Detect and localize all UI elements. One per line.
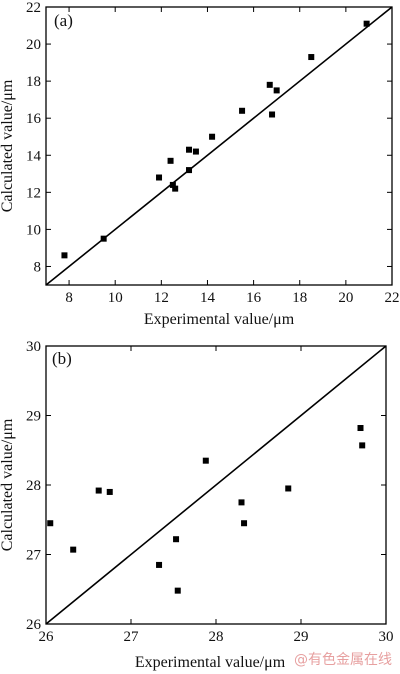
y-tick-label: 30 [26, 339, 41, 355]
data-point [241, 520, 248, 527]
data-point [100, 235, 107, 242]
points-b [47, 425, 366, 594]
data-point [363, 20, 370, 27]
x-tick-label: 16 [246, 290, 262, 306]
ticks-b: 26 27 28 29 30 26 27 28 29 30 [26, 339, 394, 645]
data-point [174, 587, 181, 594]
data-point [167, 157, 174, 164]
data-point [239, 107, 246, 114]
data-point [308, 54, 315, 61]
data-point [186, 167, 193, 174]
y-tick-label: 12 [26, 185, 41, 201]
data-point [172, 185, 179, 192]
data-point [209, 133, 216, 140]
x-tick-label: 14 [200, 290, 216, 306]
data-point [106, 488, 113, 495]
y-tick-label: 16 [26, 111, 42, 127]
y-tick-label: 26 [26, 617, 42, 633]
x-tick-label: 30 [379, 629, 394, 645]
x-axis-label-b: Experimental value/μm [135, 654, 286, 671]
y-tick-label: 10 [26, 222, 41, 238]
reference-line-a [45, 6, 393, 286]
data-point [269, 111, 276, 118]
y-tick-label: 18 [26, 74, 41, 90]
y-tick-label: 27 [26, 548, 42, 564]
data-point [285, 485, 292, 492]
data-point [156, 561, 163, 568]
panel-label-b: (b) [52, 349, 72, 368]
data-point [186, 146, 193, 153]
panel-a: 8 10 12 14 16 18 20 22 8 10 12 14 16 18 20 22 (a) Exper… [0, 0, 400, 328]
y-tick-label: 8 [34, 259, 42, 275]
plot-frame-a [45, 6, 393, 286]
x-tick-label: 28 [209, 629, 224, 645]
data-point [169, 181, 176, 188]
data-point [47, 520, 54, 527]
points-a [61, 20, 370, 259]
x-axis-label-a: Experimental value/μm [144, 311, 295, 328]
y-axis-label-a: Calculated value/μm [0, 79, 16, 212]
data-point [70, 546, 77, 553]
data-point [192, 148, 199, 155]
panel-label-a: (a) [54, 11, 73, 30]
y-tick-label: 28 [26, 478, 41, 494]
y-tick-label: 14 [26, 148, 42, 164]
data-point [173, 536, 180, 543]
ticks-a: 8 10 12 14 16 18 20 22 8 10 12 14 16 18 20 22 [26, 0, 400, 306]
panel-b: 26 27 28 29 30 26 27 28 29 30 (b) Experimental va… [0, 339, 394, 671]
data-point [95, 487, 102, 494]
x-tick-label: 22 [385, 290, 400, 306]
watermark: @有色金属在线 [294, 651, 392, 668]
x-tick-label: 10 [108, 290, 123, 306]
y-tick-label: 20 [26, 37, 41, 53]
y-axis-label-b: Calculated value/μm [0, 418, 16, 551]
x-tick-label: 12 [154, 290, 169, 306]
data-point [273, 87, 280, 94]
data-point [238, 499, 245, 506]
x-tick-label: 20 [338, 290, 353, 306]
x-tick-label: 29 [294, 629, 309, 645]
data-point [202, 457, 209, 464]
data-point [61, 252, 68, 259]
data-point [357, 425, 364, 432]
data-point [156, 174, 163, 181]
reference-line-b [45, 345, 387, 625]
x-tick-label: 18 [292, 290, 307, 306]
y-tick-label: 22 [26, 0, 41, 16]
data-point [359, 442, 366, 449]
data-point [266, 81, 273, 88]
x-tick-label: 26 [39, 629, 55, 645]
y-tick-label: 29 [26, 409, 41, 425]
x-tick-label: 27 [124, 629, 140, 645]
x-tick-label: 8 [65, 290, 73, 306]
